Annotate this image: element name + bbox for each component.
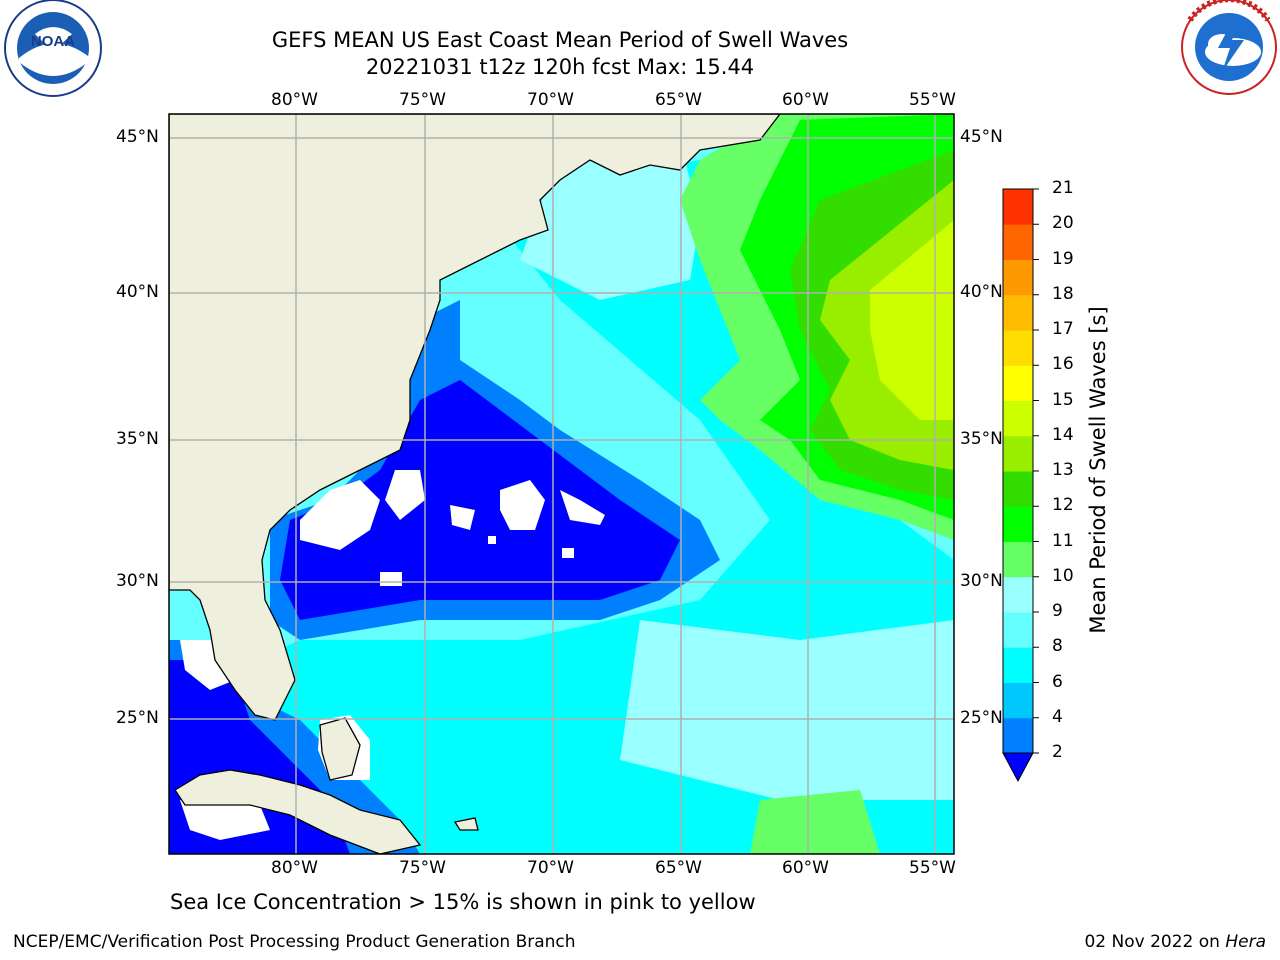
land xyxy=(169,114,781,854)
colorbar-tick-label: 13 xyxy=(1052,460,1074,480)
lon-label-bottom-60w: 60°W xyxy=(782,858,829,878)
lon-label-top-75w: 75°W xyxy=(399,90,446,110)
colorbar-segment xyxy=(1003,400,1033,437)
colorbar-below-arrow xyxy=(1002,752,1034,783)
colorbar-segment xyxy=(1003,224,1033,260)
noaa-logo: NOAA xyxy=(4,0,102,97)
lon-label-bottom-75w: 75°W xyxy=(399,858,446,878)
colorbar-tick-label: 10 xyxy=(1052,565,1074,586)
lon-label-top-70w: 70°W xyxy=(527,90,574,110)
map-subtitle: 20221031 t12z 120h fcst Max: 15.44 xyxy=(365,55,755,79)
colorbar-title: Mean Period of Swell Waves [s] xyxy=(1086,306,1110,634)
colorbar-segment xyxy=(1003,471,1033,507)
colorbar-tick-label: 11 xyxy=(1052,530,1074,551)
colorbar-tick-label: 14 xyxy=(1052,424,1074,445)
colorbar-tick-label: 20 xyxy=(1052,213,1074,234)
colorbar-tick-label: 8 xyxy=(1052,636,1063,657)
map-area xyxy=(169,114,954,854)
colorbar-segment xyxy=(1003,330,1033,366)
colorbar-tick-label: 9 xyxy=(1052,601,1063,621)
colorbar-segment xyxy=(1003,576,1033,613)
colorbar-segment xyxy=(1003,259,1033,296)
lat-label-left-35n: 35°N xyxy=(116,429,159,449)
colorbar-segment xyxy=(1003,541,1033,578)
footer-date-text: 02 Nov 2022 on xyxy=(1084,932,1226,952)
colorbar-tick-label: 19 xyxy=(1052,248,1074,269)
colorbar-segment xyxy=(1003,717,1033,754)
map-frame xyxy=(168,113,955,855)
graticule xyxy=(169,114,954,854)
lon-label-bottom-70w: 70°W xyxy=(527,858,574,878)
lon-label-bottom-55w: 55°W xyxy=(909,858,956,878)
lat-label-left-25n: 25°N xyxy=(116,708,159,728)
lat-label-left-45n: 45°N xyxy=(116,127,159,147)
footer-date: 02 Nov 2022 on Hera xyxy=(1084,932,1266,952)
colorbar-tick-label: 16 xyxy=(1052,354,1074,375)
lat-label-right-30n: 30°N xyxy=(960,571,1003,591)
colorbar-segment xyxy=(1003,647,1033,683)
svg-text:NOAA: NOAA xyxy=(31,33,75,50)
colorbar-tick-label: 2 xyxy=(1052,742,1063,762)
colorbar xyxy=(1002,188,1039,783)
colorbar-segment xyxy=(1003,682,1033,719)
lon-label-top-65w: 65°W xyxy=(655,90,702,110)
nws-logo xyxy=(1181,0,1277,95)
colorbar-segment xyxy=(1003,294,1033,331)
colorbar-tick-label: 12 xyxy=(1052,495,1074,516)
footer-machine: Hera xyxy=(1225,932,1266,952)
colorbar-segment xyxy=(1003,612,1033,648)
lat-label-right-45n: 45°N xyxy=(960,127,1003,147)
colorbar-tick-label: 18 xyxy=(1052,283,1074,304)
lat-label-right-40n: 40°N xyxy=(960,282,1003,302)
map-title: GEFS MEAN US East Coast Mean Period of S… xyxy=(271,28,849,52)
lat-label-left-40n: 40°N xyxy=(116,282,159,302)
lat-label-right-25n: 25°N xyxy=(960,708,1003,728)
lat-label-left-30n: 30°N xyxy=(116,571,159,591)
colorbar-segment xyxy=(1003,506,1033,542)
colorbar-segment xyxy=(1003,365,1033,401)
colorbar-tick-label: 17 xyxy=(1052,319,1074,339)
colorbar-segment xyxy=(1003,435,1033,472)
lon-label-bottom-80w: 80°W xyxy=(271,858,318,878)
footer-credit: NCEP/EMC/Verification Post Processing Pr… xyxy=(13,932,576,952)
colorbar-segment xyxy=(1003,189,1033,225)
lon-label-top-60w: 60°W xyxy=(782,90,829,110)
lon-label-top-80w: 80°W xyxy=(271,90,318,110)
lat-label-right-35n: 35°N xyxy=(960,429,1003,449)
colorbar-tick-label: 4 xyxy=(1052,706,1063,727)
lon-label-top-55w: 55°W xyxy=(909,90,956,110)
colorbar-tick-label: 15 xyxy=(1052,389,1074,410)
lon-label-bottom-65w: 65°W xyxy=(655,858,702,878)
colorbar-tick-label: 21 xyxy=(1052,178,1074,198)
sea-ice-caption: Sea Ice Concentration > 15% is shown in … xyxy=(170,890,756,914)
colorbar-tick-label: 6 xyxy=(1052,671,1063,692)
